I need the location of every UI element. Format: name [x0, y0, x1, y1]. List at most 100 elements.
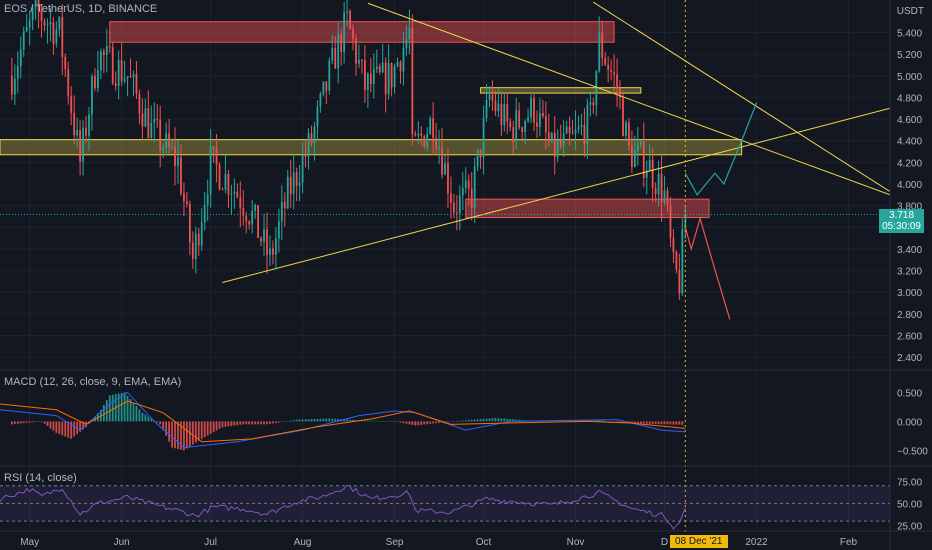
macd-histogram-bar	[586, 420, 589, 422]
candle-body	[34, 0, 37, 8]
candle-body	[177, 157, 179, 166]
candle-body	[25, 27, 28, 32]
symbol-label[interactable]: EOS / TetherUS, 1D, BINANCE	[4, 3, 158, 15]
macd-histogram-bar	[601, 420, 604, 422]
candle-body	[55, 29, 58, 44]
candle-body	[102, 51, 105, 55]
macd-histogram-bar	[221, 421, 224, 428]
candle-body	[479, 149, 482, 158]
macd-histogram-bar	[399, 421, 402, 423]
macd-indicator-label[interactable]: MACD (12, 26, close, 9, EMA, EMA)	[4, 376, 182, 388]
candle-body	[340, 34, 343, 52]
candle-body	[464, 180, 467, 189]
candle-body	[269, 248, 271, 255]
candle-body	[248, 221, 251, 225]
macd-histogram-bar	[349, 419, 351, 422]
macd-histogram-bar	[396, 421, 399, 422]
candle-body	[322, 81, 325, 94]
candle-body	[230, 193, 233, 195]
macd-histogram-bar	[251, 421, 254, 425]
macd-histogram-bar	[277, 421, 280, 423]
candle-body	[346, 11, 348, 13]
macd-histogram-bar	[215, 421, 218, 431]
candle-body	[675, 252, 678, 270]
candle-body	[298, 182, 301, 186]
candle-body	[488, 95, 491, 100]
rsi-pane	[0, 484, 890, 530]
macd-histogram-bar	[378, 420, 381, 422]
candle-body	[574, 129, 577, 134]
candle-body	[553, 132, 556, 158]
candle-body	[91, 75, 93, 115]
macd-histogram-bar	[168, 421, 170, 442]
candle-body	[22, 31, 25, 50]
macd-histogram-bar	[150, 418, 153, 422]
macd-histogram-bar	[28, 421, 31, 423]
macd-line	[0, 391, 686, 449]
candle-body	[117, 60, 120, 86]
macd-histogram-bar	[218, 421, 221, 429]
candle-body	[316, 106, 319, 127]
rsi-indicator-label[interactable]: RSI (14, close)	[4, 472, 77, 484]
macd-histogram-bar	[111, 394, 114, 422]
candle-body	[423, 135, 426, 148]
macd-histogram-bar	[417, 421, 420, 426]
macd-histogram-bar	[331, 418, 334, 422]
macd-histogram-bar	[494, 417, 497, 422]
candle-body	[550, 132, 553, 142]
macd-histogram-bar	[22, 421, 25, 424]
candle-body	[97, 70, 99, 89]
macd-histogram-bar	[316, 418, 319, 422]
candle-body	[304, 155, 307, 157]
candle-body	[589, 102, 592, 105]
macd-histogram-bar	[191, 421, 194, 445]
macd-histogram-bar	[672, 421, 675, 425]
candle-body	[99, 51, 102, 71]
macd-histogram-bar	[444, 421, 446, 423]
macd-histogram-bar	[197, 421, 200, 441]
macd-histogram-bar	[159, 421, 162, 425]
macd-histogram-bar	[663, 421, 666, 425]
trendlines	[0, 0, 891, 535]
candle-body	[301, 155, 304, 183]
candle-body	[636, 144, 639, 151]
macd-tick-label: 0.000	[897, 417, 922, 428]
candle-body	[292, 172, 295, 195]
macd-histogram-bar	[46, 421, 49, 427]
macd-histogram-bar	[657, 421, 660, 425]
macd-histogram-bar	[580, 420, 583, 422]
macd-histogram-bar	[120, 392, 123, 422]
candle-body	[663, 190, 666, 203]
candle-body	[174, 146, 176, 166]
candle-body	[227, 173, 230, 195]
price-tick-label: 5.200	[897, 50, 922, 61]
candle-body	[162, 148, 165, 151]
candle-body	[458, 195, 461, 214]
macd-histogram-bar	[49, 421, 52, 429]
macd-histogram-bar	[503, 418, 506, 422]
candle-body	[186, 201, 188, 204]
candle-body	[295, 172, 298, 186]
candle-body	[147, 108, 150, 138]
macd-histogram-bar	[476, 419, 479, 422]
macd-histogram-bar	[595, 419, 598, 422]
candle-body	[191, 242, 194, 259]
macd-histogram-bar	[266, 421, 268, 425]
candle-body	[313, 126, 316, 144]
candle-body	[536, 122, 538, 127]
macd-histogram-bar	[473, 419, 476, 422]
support-zone	[480, 87, 642, 94]
macd-histogram-bar	[174, 421, 176, 449]
candle-body	[429, 118, 432, 134]
candle-body	[408, 28, 411, 40]
macd-histogram-bar	[435, 421, 437, 424]
rsi-tick-label: 75.00	[897, 477, 922, 488]
candle-body	[384, 62, 387, 95]
candle-body	[580, 124, 583, 127]
macd-histogram-bar	[177, 421, 179, 450]
candle-body	[366, 73, 369, 91]
candle-body	[343, 12, 346, 52]
candle-body	[476, 149, 479, 167]
